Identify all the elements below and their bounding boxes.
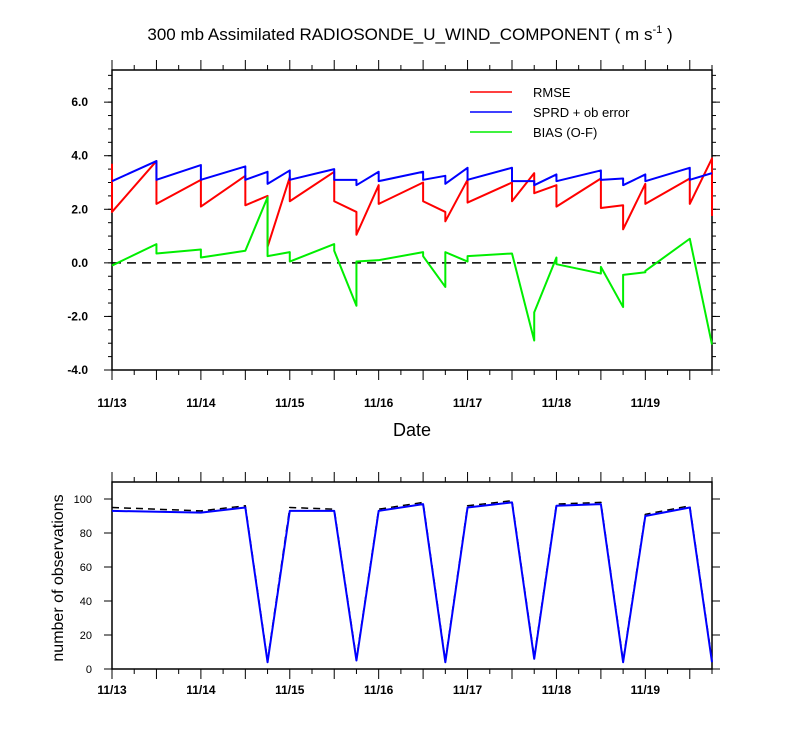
legend-label-sprd: SPRD + ob error: [533, 105, 630, 120]
y-tick-label: 0.0: [71, 256, 88, 270]
y-tick-label: 2.0: [71, 202, 88, 216]
bottom-plot-ticks: 0 20 40 60 80 100 11/13 11/14 11/15 11/16 11/17 11/…: [74, 472, 720, 697]
series-line-bias-o-f: [111, 196, 713, 345]
x-tick-label: 11/19: [631, 683, 661, 697]
x-tick-label: 11/18: [542, 683, 572, 697]
top-plot-ticks: -4.0 -2.0 0.0 2.0 4.0 6.0 11/13 11/14 11/15 11/16…: [67, 60, 720, 410]
y-tick-label: 0: [86, 664, 92, 676]
y-axis-label-observations: number of observations: [50, 494, 67, 661]
x-tick-label: 11/16: [364, 396, 394, 410]
x-tick-label: 11/14: [186, 683, 216, 697]
y-tick-label: -2.0: [67, 309, 88, 323]
y-tick-label: 60: [80, 562, 92, 574]
x-tick-label: 11/17: [453, 683, 483, 697]
legend-label-bias: BIAS (O-F): [533, 125, 597, 140]
y-tick-label: 4.0: [71, 149, 88, 163]
top-plot-series: [111, 157, 713, 345]
y-tick-label: -4.0: [67, 363, 88, 377]
x-tick-label: 11/14: [186, 396, 216, 410]
x-tick-label: 11/18: [542, 396, 572, 410]
x-tick-label: 11/15: [275, 683, 305, 697]
y-tick-label: 40: [80, 596, 92, 608]
top-plot-frame: [111, 69, 713, 371]
series-line-observations-used: [111, 501, 713, 664]
y-tick-label: 100: [74, 494, 92, 506]
series-line-sprd-ob-error: [111, 160, 713, 187]
legend-label-rmse: RMSE: [533, 85, 571, 100]
x-axis-label: Date: [393, 420, 431, 440]
chart-title: 300 mb Assimilated RADIOSONDE_U_WIND_COM…: [147, 24, 672, 44]
y-tick-label: 6.0: [71, 95, 88, 109]
title-superscript: -1: [652, 24, 662, 36]
x-tick-label: 11/13: [97, 396, 127, 410]
x-tick-label: 11/17: [453, 396, 483, 410]
x-tick-label: 11/13: [97, 683, 127, 697]
x-tick-label: 11/16: [364, 683, 394, 697]
bottom-plot-frame: [111, 481, 713, 670]
legend: RMSE SPRD + ob error BIAS (O-F): [470, 85, 630, 140]
y-tick-label: 20: [80, 630, 92, 642]
series-line-observations-possible: [111, 499, 713, 662]
bottom-plot-series: [111, 499, 713, 664]
x-tick-label: 11/15: [275, 396, 305, 410]
x-tick-label: 11/19: [631, 396, 661, 410]
title-suffix: ): [662, 25, 672, 44]
series-line-rmse: [111, 157, 713, 248]
y-tick-label: 80: [80, 528, 92, 540]
title-main: 300 mb Assimilated RADIOSONDE_U_WIND_COM…: [147, 25, 652, 44]
